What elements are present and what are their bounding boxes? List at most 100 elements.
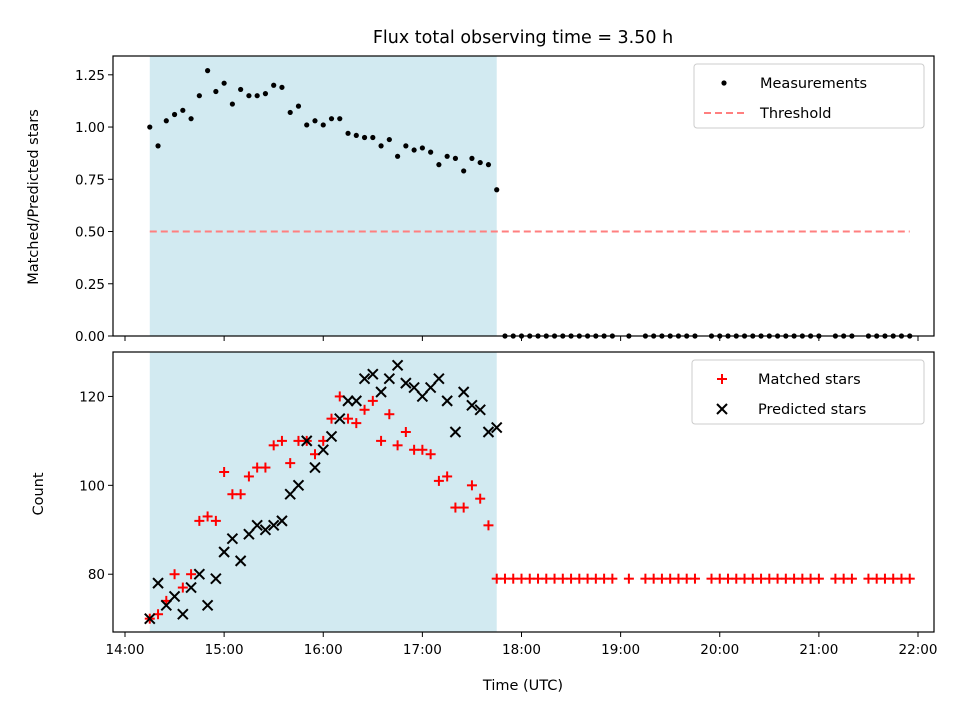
y-tick-label: 80 <box>88 567 105 583</box>
predicted-star-point <box>243 528 255 540</box>
x-b <box>267 519 280 532</box>
predicted-star-point <box>491 421 503 434</box>
predicted-star-point <box>301 435 313 447</box>
predicted-star-point <box>210 572 222 585</box>
measurement-point <box>328 116 335 122</box>
x-b <box>144 612 156 625</box>
y-tick-label: 0.75 <box>75 172 105 188</box>
measurement-point <box>419 145 425 151</box>
y-tick-label: 0.50 <box>75 225 105 241</box>
predicted-star-point <box>226 532 239 545</box>
legend: Measurements Threshold <box>693 63 925 129</box>
matched-star-point <box>904 573 915 584</box>
top-y-axis-label: Matched/Predicted stars <box>26 109 42 285</box>
axes-frame <box>112 351 935 633</box>
predicted-star-point <box>400 377 412 389</box>
matched-star-point <box>326 413 337 424</box>
matched-star-point <box>243 471 254 482</box>
legend-measurement-swatch <box>721 80 727 86</box>
predicted-star-point <box>433 372 445 385</box>
x-b <box>284 488 296 500</box>
x-b <box>491 421 503 434</box>
x-b <box>226 532 239 545</box>
x-axis-label: Time (UTC) <box>482 678 563 694</box>
x-b <box>424 381 437 394</box>
matched-star-point <box>813 573 824 584</box>
observing-window-shade <box>149 352 497 632</box>
x-b <box>152 577 164 589</box>
measurement-point <box>271 82 277 88</box>
matched-star-point <box>268 440 279 451</box>
x-b <box>276 515 288 527</box>
measurement-point <box>452 155 459 161</box>
y-tick-label: 100 <box>79 478 105 494</box>
measurement-point <box>411 147 417 153</box>
measurement-point <box>345 130 351 136</box>
y-tick-label: 0.25 <box>75 277 105 293</box>
measurement-point <box>444 153 450 159</box>
observing-window-shade <box>149 56 497 336</box>
x-b <box>358 372 371 385</box>
matched-star-point <box>260 462 271 473</box>
predicted-star-point <box>185 581 197 594</box>
x-b <box>466 399 478 412</box>
predicted-star-point <box>234 555 247 567</box>
legend-label: Predicted stars <box>758 402 866 418</box>
measurement-point <box>155 143 161 149</box>
measurement-point <box>494 187 500 193</box>
predicted-star-point <box>201 599 214 612</box>
matched-star-point <box>169 569 180 580</box>
legend-label: Matched stars <box>758 372 861 388</box>
x-b <box>234 555 247 567</box>
measurement-point <box>378 143 384 149</box>
measurement-point <box>205 68 211 74</box>
x-b <box>185 581 197 594</box>
y-tick-label: 120 <box>79 389 105 405</box>
x-b <box>367 368 379 380</box>
x-b <box>201 599 214 612</box>
measurement-point <box>469 155 475 161</box>
x-b <box>334 412 346 425</box>
predicted-star-point <box>144 612 156 625</box>
x-tick-label: 22:00 <box>899 642 938 658</box>
predicted-star-point <box>424 381 437 394</box>
measurement-point <box>295 103 302 109</box>
measurement-point <box>147 124 153 130</box>
x-b <box>482 426 495 438</box>
x-b <box>474 404 486 416</box>
predicted-star-point <box>251 519 263 532</box>
predicted-star-point <box>457 386 470 398</box>
predicted-star-point <box>416 390 429 403</box>
predicted-star-point <box>441 395 453 407</box>
measurement-point <box>188 116 194 122</box>
measurement-point <box>394 153 401 159</box>
predicted-star-point <box>474 404 486 416</box>
x-b <box>177 608 189 620</box>
x-b <box>383 372 396 385</box>
x-b <box>243 528 255 540</box>
x-b <box>375 386 387 398</box>
matched-star-point <box>384 409 395 420</box>
legend: Matched stars Predicted stars <box>691 359 925 425</box>
matched-star-point <box>607 573 618 584</box>
predicted-star-point <box>168 590 181 603</box>
matched-star-point <box>219 467 230 477</box>
x-tick-label: 18:00 <box>502 642 541 658</box>
matched-star-point <box>483 520 494 531</box>
predicted-star-point <box>383 372 396 385</box>
x-tick-label: 16:00 <box>304 642 343 658</box>
predicted-star-point <box>284 488 296 500</box>
predicted-star-point <box>350 395 362 407</box>
predicted-star-point <box>334 412 346 425</box>
predicted-star-point <box>292 479 305 492</box>
x-tick-label: 14:00 <box>106 642 145 658</box>
bottom-y-axis-label: Count <box>31 472 47 515</box>
predicted-star-point <box>367 368 379 380</box>
measurement-point <box>436 162 442 168</box>
x-tick-label: 15:00 <box>205 642 244 658</box>
matched-star-point <box>194 515 205 526</box>
y-tick-label: 0.00 <box>75 329 105 345</box>
measurement-point <box>238 86 244 93</box>
top-panel: 0.00 0.25 0.50 0.75 1.00 1.25 Measurements Thre… <box>75 55 935 345</box>
predicted-star-point <box>276 515 288 527</box>
